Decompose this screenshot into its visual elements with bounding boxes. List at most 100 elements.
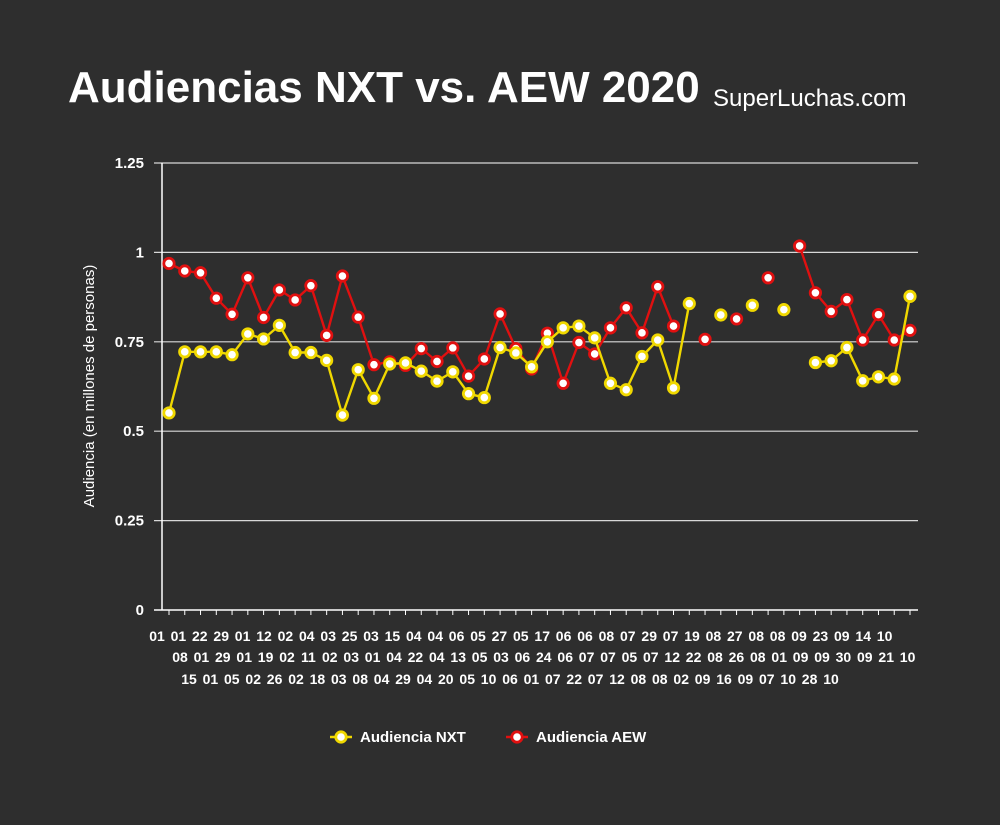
x-tick-label: 26 [267,671,283,687]
data-point-nxt [304,345,318,360]
x-tick-label: 01 [771,649,787,665]
data-point-aew [651,280,665,294]
x-tick-label: 02 [673,671,689,687]
x-tick-label: 12 [609,671,625,687]
data-point-nxt [903,289,917,303]
data-point-aew [808,286,823,300]
x-tick-label: 19 [258,649,274,665]
x-tick-label: 02 [322,649,338,665]
series-group [162,239,917,422]
legend-label-nxt: Audiencia NXT [360,729,466,746]
x-tick-label: 08 [631,671,647,687]
x-tick-label: 01 [171,628,187,644]
x-tick-label: 04 [374,671,390,687]
data-point-nxt [588,331,602,345]
data-point-nxt [288,345,302,360]
x-tick-labels: 01 01 22 29 01 12 02 04 03 25 03 15 04 04 06 05 27 05 17 06… [149,628,915,687]
x-tick-label: 21 [878,649,894,665]
data-point-aew [635,326,649,340]
data-point-nxt [714,308,728,322]
y-tick-labels: 0 0.25 0.5 0.75 1 1.25 [115,155,144,619]
legend-marker-nxt [334,730,348,744]
data-point-aew [556,376,570,390]
data-point-nxt [225,348,239,362]
data-point-aew [225,307,239,321]
x-tick-label: 15 [181,671,197,687]
legend: Audiencia NXT Audiencia AEW [330,729,647,746]
x-tick-label: 07 [545,671,561,687]
data-point-nxt [887,372,901,386]
data-point-aew [162,256,176,271]
x-tick-label: 09 [791,628,807,644]
data-point-aew [288,293,302,307]
x-tick-label: 01 [194,649,210,665]
data-point-nxt [241,327,255,341]
x-tick-label: 30 [836,649,852,665]
x-tick-label: 06 [502,671,518,687]
series-nxt [162,289,917,422]
data-point-nxt [162,406,176,420]
data-point-nxt [603,376,618,390]
data-point-aew [871,308,886,322]
x-tick-label: 29 [213,628,229,644]
x-tick-label: 08 [750,649,766,665]
data-point-nxt [856,374,870,388]
x-tick-label: 09 [857,649,873,665]
data-point-nxt [351,363,365,377]
data-point-aew [256,310,271,325]
data-point-aew [824,304,838,319]
data-point-aew [461,369,476,383]
x-tick-label: 05 [224,671,240,687]
x-tick-label: 27 [727,628,743,644]
data-point-aew [793,239,807,253]
x-tick-label: 01 [365,649,381,665]
x-tick-label: 09 [738,671,754,687]
x-tick-label: 19 [684,628,700,644]
x-tick-label: 16 [716,671,732,687]
data-point-nxt [666,381,681,395]
x-tick-label: 09 [695,671,711,687]
x-tick-label: 04 [429,649,445,665]
x-tick-label: 08 [172,649,188,665]
x-tick-label: 18 [310,671,326,687]
data-point-nxt [651,333,665,347]
x-tick-label: 04 [406,628,422,644]
x-tick-label: 15 [385,628,401,644]
x-tick-label: 02 [245,671,261,687]
x-tick-label: 12 [256,628,272,644]
data-point-nxt [525,360,539,374]
x-tick-label: 14 [855,628,871,644]
data-point-aew [619,301,633,315]
x-tick-label: 10 [780,671,796,687]
data-point-nxt [477,390,491,405]
data-point-nxt [556,321,570,335]
data-point-aew [193,266,208,280]
x-tick-label: 22 [408,649,424,665]
x-tick-label: 22 [566,671,582,687]
data-point-aew [304,279,318,293]
x-tick-label: 29 [395,671,411,687]
x-tick-label: 09 [834,628,850,644]
x-tick-label: 10 [900,649,916,665]
x-tick-label: 04 [299,628,315,644]
x-tick-label: 05 [622,649,638,665]
data-point-aew [414,341,428,356]
x-tick-label: 12 [664,649,680,665]
data-point-aew [209,291,223,305]
y-tick-label: 0.75 [115,334,144,351]
x-tick-label: 07 [759,671,775,687]
x-tick-label: 06 [557,649,573,665]
data-point-nxt [509,346,523,360]
data-point-nxt [335,408,350,422]
x-tick-label: 03 [493,649,509,665]
data-point-nxt [635,349,649,364]
x-tick-label: 26 [729,649,745,665]
data-point-nxt [209,345,223,359]
x-tick-label: 29 [641,628,657,644]
x-tick-label: 24 [536,649,552,665]
y-tick-label: 0 [136,602,144,619]
axes [154,163,918,615]
x-tick-label: 08 [707,649,723,665]
